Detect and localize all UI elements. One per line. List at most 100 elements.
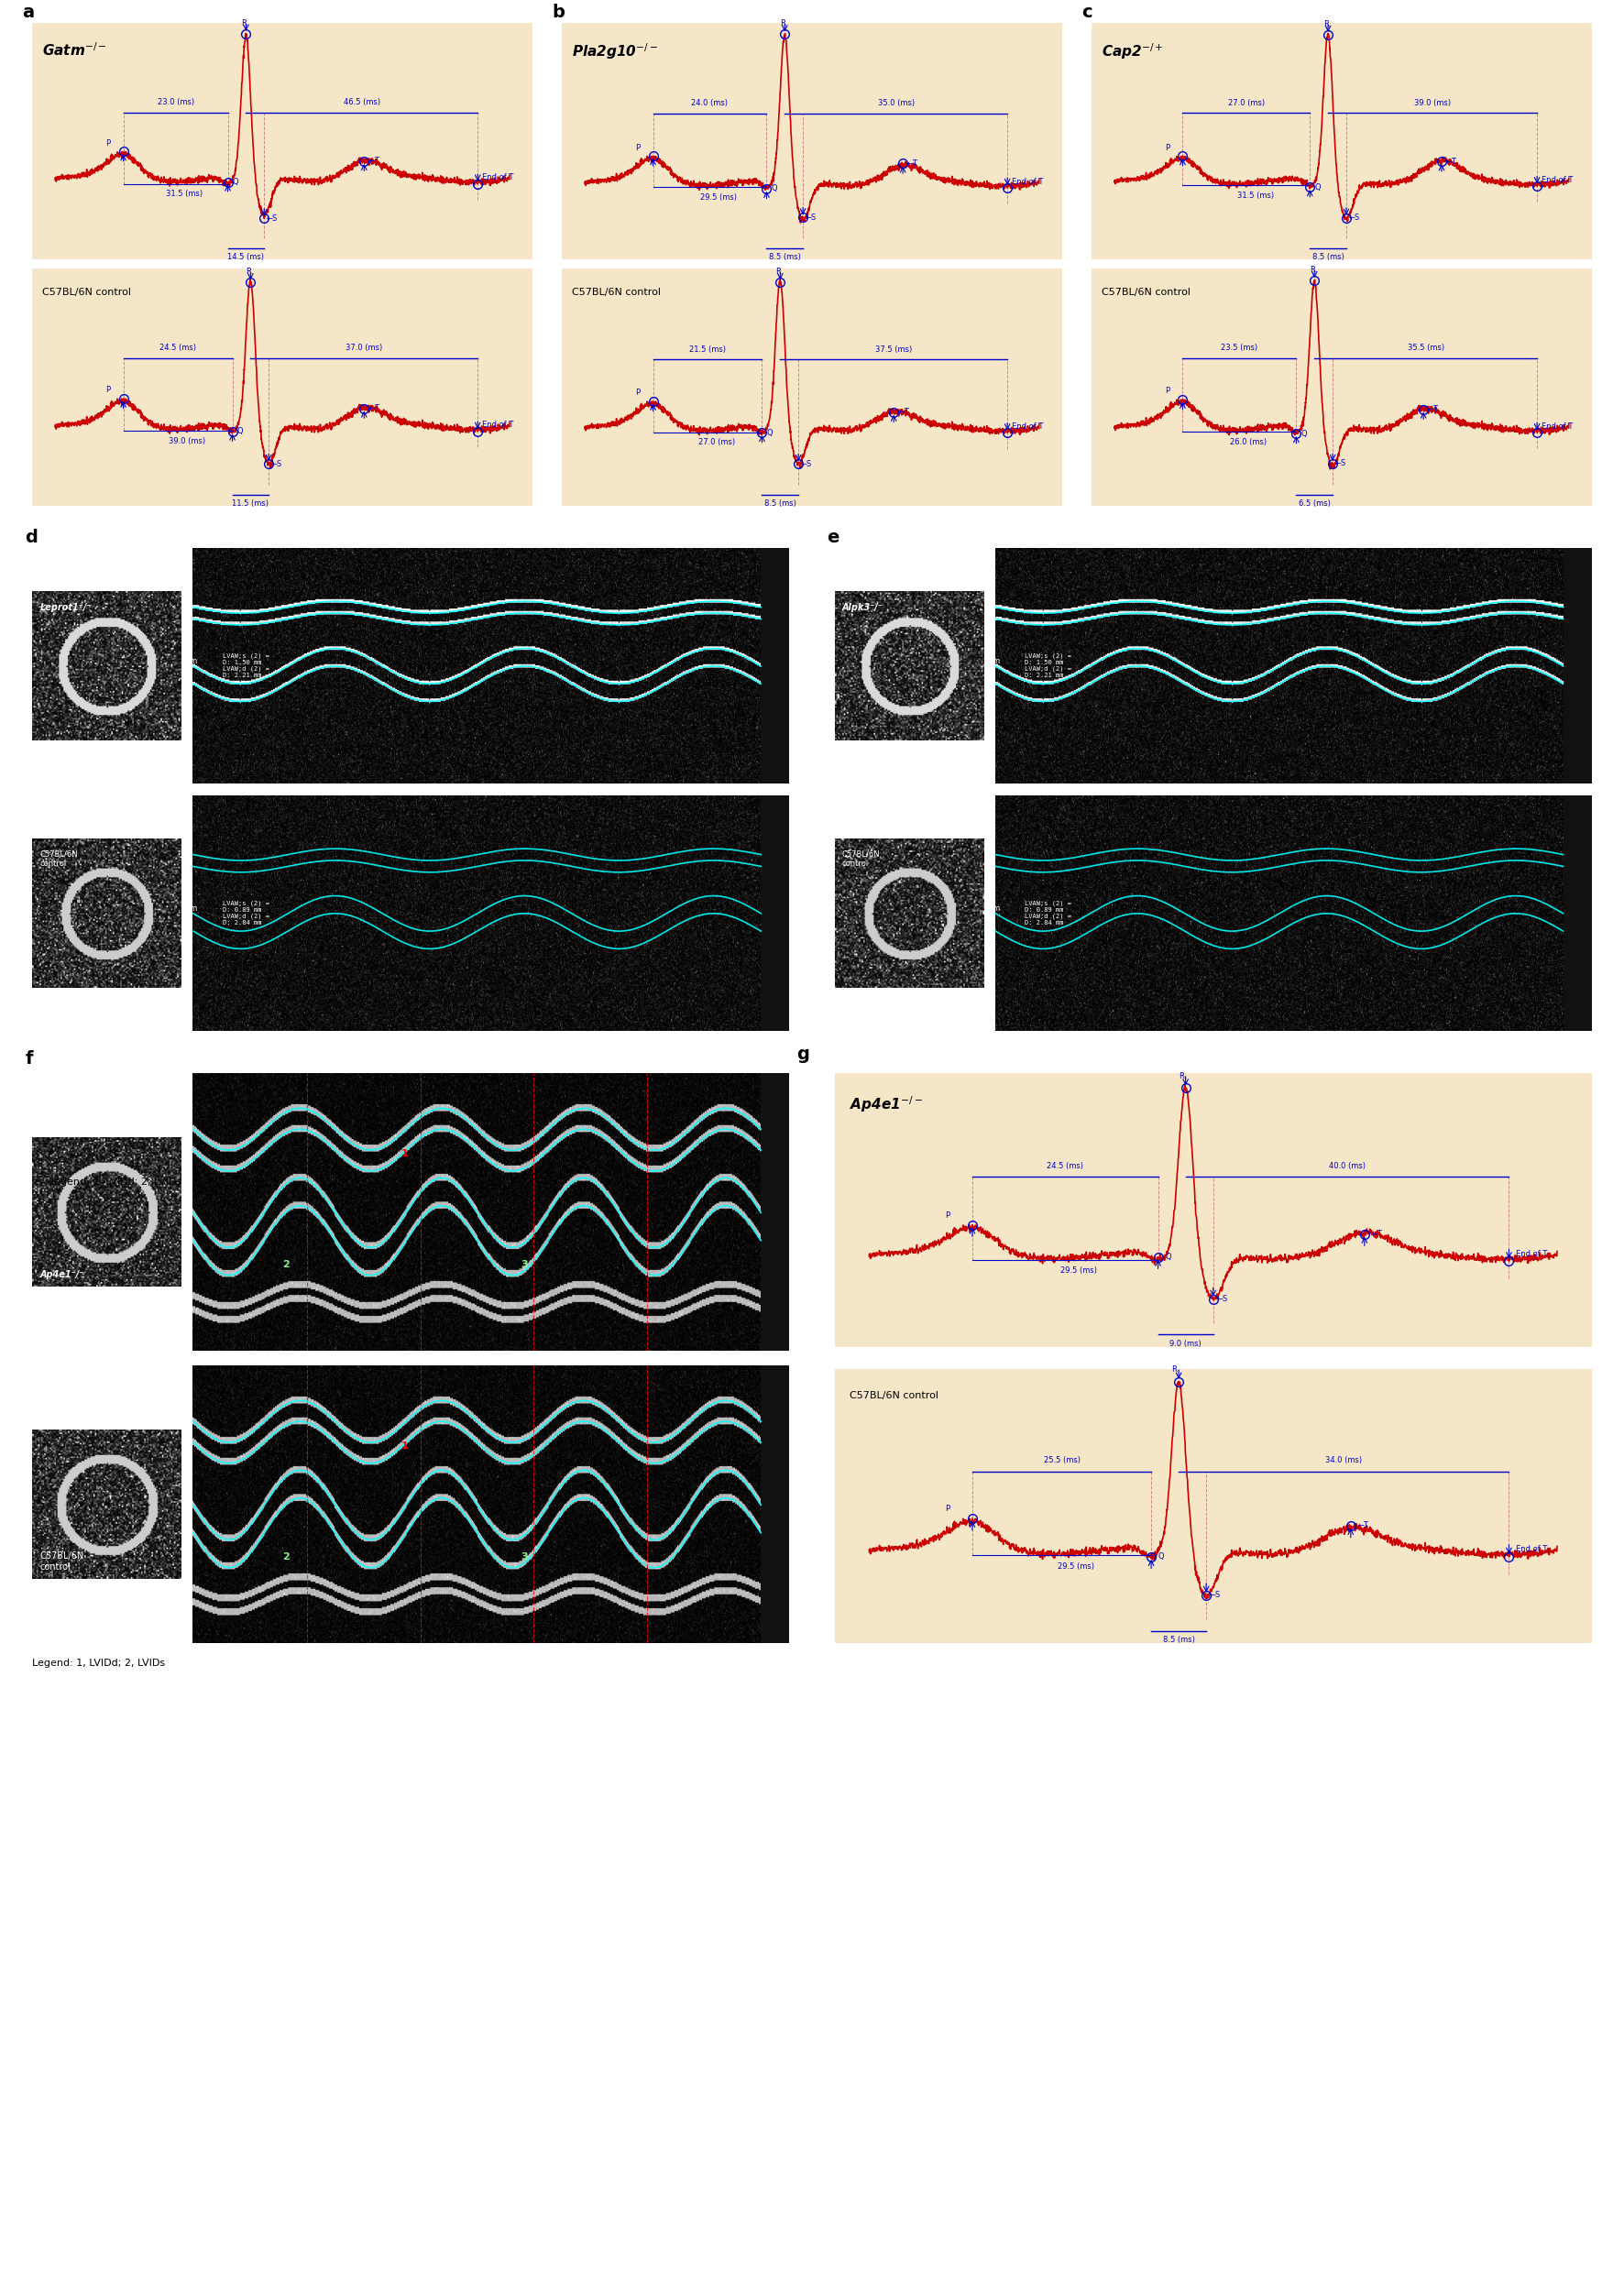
Text: End of T: End of T: [1515, 1249, 1548, 1258]
Text: 6.5 (ms): 6.5 (ms): [1299, 499, 1330, 508]
Text: ←T: ←T: [1445, 157, 1457, 166]
Text: 8.5 (ms): 8.5 (ms): [765, 499, 796, 508]
Text: LVAW;s (2) =
D: 0.89 mm
LVAW;d (2) =
D: 2.84 mm: LVAW;s (2) = D: 0.89 mm LVAW;d (2) = D: …: [222, 900, 270, 925]
Y-axis label: mm: mm: [184, 656, 198, 665]
Text: 2: 2: [283, 1260, 289, 1269]
Text: 3: 3: [521, 1260, 528, 1269]
Text: End of T: End of T: [482, 422, 513, 428]
Text: ←T: ←T: [369, 157, 380, 166]
Text: Q: Q: [232, 178, 239, 187]
Text: 21.5 (ms): 21.5 (ms): [689, 344, 726, 353]
Text: ←T: ←T: [1427, 406, 1439, 412]
Text: ←S: ←S: [1335, 460, 1346, 467]
Text: Q: Q: [1158, 1552, 1164, 1561]
Text: ←T: ←T: [1358, 1522, 1369, 1529]
Y-axis label: mm: mm: [184, 905, 198, 914]
Text: ←T: ←T: [369, 403, 380, 412]
Text: R: R: [1179, 1071, 1184, 1080]
Text: 8.5 (ms): 8.5 (ms): [1312, 253, 1345, 262]
Text: Cap2$^{-/+}$: Cap2$^{-/+}$: [1101, 41, 1164, 62]
Text: 34.0 (ms): 34.0 (ms): [1325, 1456, 1363, 1463]
Text: P: P: [106, 139, 110, 148]
Text: Ap4e1⁻/⁻: Ap4e1⁻/⁻: [41, 1269, 84, 1279]
Text: C57BL/6N
control: C57BL/6N control: [41, 1552, 84, 1570]
Text: g: g: [797, 1046, 810, 1062]
Text: ←S: ←S: [806, 214, 817, 221]
Text: P: P: [1164, 144, 1169, 153]
Text: 8.5 (ms): 8.5 (ms): [1163, 1636, 1195, 1643]
Text: ←T: ←T: [898, 408, 909, 417]
Text: e: e: [827, 529, 840, 547]
Text: R: R: [1173, 1365, 1177, 1374]
Text: P: P: [945, 1210, 950, 1219]
Text: 40.0 (ms): 40.0 (ms): [1328, 1162, 1366, 1169]
Text: C57BL/6N
control: C57BL/6N control: [41, 850, 78, 868]
Text: 9.0 (ms): 9.0 (ms): [1169, 1340, 1202, 1347]
Text: Gatm$^{-/-}$: Gatm$^{-/-}$: [42, 41, 107, 59]
Text: 27.0 (ms): 27.0 (ms): [1228, 98, 1265, 107]
Text: 1: 1: [401, 1149, 409, 1158]
Text: 31.5 (ms): 31.5 (ms): [166, 189, 203, 198]
Text: Q: Q: [1164, 1253, 1171, 1260]
Text: d: d: [24, 529, 37, 547]
Text: 25.5 (ms): 25.5 (ms): [1043, 1456, 1080, 1463]
Text: 24.5 (ms): 24.5 (ms): [159, 344, 197, 351]
Text: P: P: [1164, 387, 1169, 394]
Text: 1: 1: [401, 1440, 409, 1449]
Text: C57BL/6N control: C57BL/6N control: [849, 1390, 939, 1399]
Text: LVAW;s (2) =
D: 1.50 mm
LVAW;d (2) =
D: 2.21 mm: LVAW;s (2) = D: 1.50 mm LVAW;d (2) = D: …: [1025, 652, 1072, 679]
Text: End of T: End of T: [1541, 422, 1574, 431]
Text: R: R: [780, 21, 786, 27]
Text: 35.5 (ms): 35.5 (ms): [1408, 344, 1444, 353]
Text: 3: 3: [521, 1552, 528, 1561]
Text: f: f: [24, 1051, 32, 1067]
Text: 29.5 (ms): 29.5 (ms): [1060, 1267, 1098, 1274]
Text: C57BL/6N control: C57BL/6N control: [42, 287, 132, 296]
Text: 35.0 (ms): 35.0 (ms): [877, 100, 914, 107]
Text: 29.5 (ms): 29.5 (ms): [700, 194, 737, 201]
Text: 14.5 (ms): 14.5 (ms): [227, 253, 265, 262]
Text: 23.0 (ms): 23.0 (ms): [158, 98, 193, 107]
Text: ←S: ←S: [1348, 214, 1359, 221]
Text: P: P: [945, 1504, 950, 1513]
Text: Pla2g10$^{-/-}$: Pla2g10$^{-/-}$: [572, 41, 658, 62]
Text: C57BL/6N control: C57BL/6N control: [572, 287, 661, 296]
Text: ←S: ←S: [1210, 1591, 1221, 1600]
Text: P: P: [106, 385, 110, 394]
Text: 26.0 (ms): 26.0 (ms): [1229, 438, 1267, 447]
Text: a: a: [23, 5, 34, 21]
Text: Legend: 1, LVIDd; 2, LVIDs: Legend: 1, LVIDd; 2, LVIDs: [32, 1659, 166, 1668]
Text: 27.0 (ms): 27.0 (ms): [698, 438, 736, 447]
Text: End of T: End of T: [1515, 1545, 1548, 1554]
Text: 23.5 (ms): 23.5 (ms): [1221, 344, 1259, 353]
Y-axis label: mm: mm: [986, 656, 1000, 665]
Text: 37.5 (ms): 37.5 (ms): [875, 344, 913, 353]
Text: P: P: [635, 390, 640, 397]
Text: LVAW;s (2) =
D: 0.89 mm
LVAW;d (2) =
D: 2.84 mm: LVAW;s (2) = D: 0.89 mm LVAW;d (2) = D: …: [1025, 900, 1072, 925]
Text: 37.0 (ms): 37.0 (ms): [346, 344, 383, 351]
Text: 8.5 (ms): 8.5 (ms): [768, 253, 801, 262]
Text: C57BL/6N control: C57BL/6N control: [1101, 287, 1190, 296]
Y-axis label: mm: mm: [986, 905, 1000, 914]
Text: Ap4e1$^{-/-}$: Ap4e1$^{-/-}$: [849, 1094, 922, 1114]
Text: Legend: 1, LVIDd; 2, LVIDs: Legend: 1, LVIDd; 2, LVIDs: [49, 1178, 182, 1187]
Text: ←S: ←S: [801, 460, 812, 467]
Text: P: P: [635, 144, 640, 153]
Text: 2: 2: [283, 1552, 289, 1561]
Text: End of T: End of T: [482, 173, 513, 182]
Text: Q: Q: [767, 428, 773, 438]
Text: Q: Q: [1314, 182, 1320, 191]
Text: ←S: ←S: [271, 460, 283, 467]
Text: 39.0 (ms): 39.0 (ms): [169, 438, 205, 444]
Text: R: R: [245, 269, 252, 276]
Text: 11.5 (ms): 11.5 (ms): [232, 499, 270, 508]
Text: C57BL/6N
control: C57BL/6N control: [843, 850, 880, 868]
Text: 39.0 (ms): 39.0 (ms): [1415, 98, 1450, 107]
Text: 46.5 (ms): 46.5 (ms): [343, 98, 380, 107]
Text: End of T: End of T: [1012, 422, 1043, 431]
Text: R: R: [1311, 267, 1315, 273]
Text: R: R: [242, 18, 247, 27]
Text: c: c: [1082, 5, 1093, 21]
Text: End of T: End of T: [1012, 178, 1043, 185]
Text: ←S: ←S: [1216, 1294, 1228, 1304]
